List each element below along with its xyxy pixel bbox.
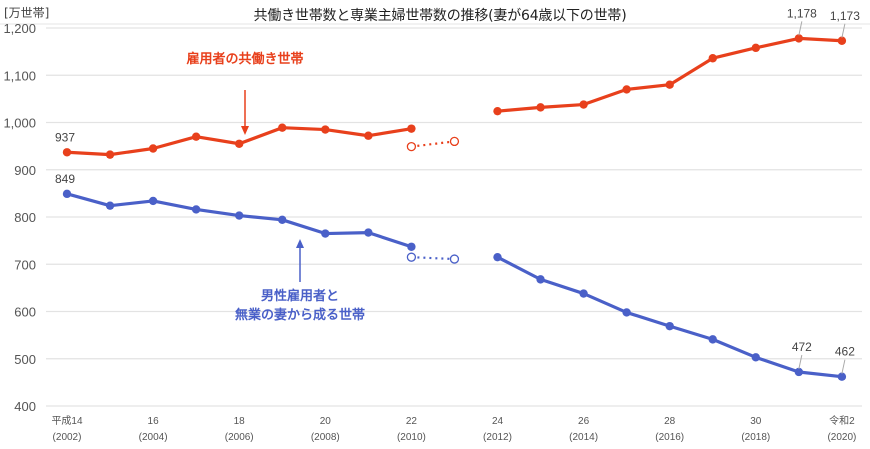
data-point (148, 144, 158, 153)
x-tick-year: (2010) (397, 432, 426, 443)
label-leader (841, 23, 846, 38)
x-tick-era: 26 (578, 416, 590, 427)
data-point (751, 43, 760, 53)
x-tick-era: 30 (750, 416, 762, 427)
data-point (191, 132, 201, 141)
data-label: 462 (835, 345, 855, 359)
series-line (66, 192, 412, 249)
x-tick-era: 16 (148, 416, 160, 427)
data-point (665, 80, 674, 89)
data-point (665, 321, 674, 331)
data-point (493, 252, 502, 262)
data-point (579, 100, 588, 109)
data-point (837, 372, 847, 381)
open-data-point (449, 136, 460, 147)
data-point (105, 201, 115, 210)
label-leader (841, 359, 846, 374)
dotted-break-line (411, 256, 455, 261)
data-point (364, 228, 373, 237)
data-point (148, 196, 158, 206)
y-tick-label: 500 (14, 352, 36, 367)
data-label: 1,178 (787, 6, 817, 20)
x-tick-year: (2006) (225, 432, 254, 443)
x-tick-year: (2012) (483, 432, 512, 443)
x-tick-era: 平成14 (51, 415, 83, 427)
data-label: 937 (55, 130, 75, 144)
gridlines (46, 27, 862, 407)
blue-annotation-arrow (296, 239, 304, 282)
y-tick-label: 900 (14, 163, 36, 178)
x-tick-year: (2018) (741, 432, 770, 443)
data-point (536, 103, 545, 112)
x-tick-year: (2008) (311, 432, 340, 443)
data-label: 1,173 (830, 9, 860, 23)
x-tick-era: 22 (406, 416, 418, 427)
y-tick-label: 700 (14, 257, 36, 272)
data-point (622, 85, 631, 94)
open-data-point (406, 252, 417, 262)
y-tick-label: 1,100 (3, 68, 36, 83)
x-tick-era: 24 (492, 416, 504, 427)
x-tick-era: 18 (234, 416, 246, 427)
y-tick-label: 1,000 (3, 116, 36, 131)
annotation-line-1: 男性雇用者と (260, 289, 339, 304)
y-tick-label: 400 (14, 399, 36, 414)
x-tick-era: 28 (664, 416, 676, 427)
data-point (278, 215, 287, 225)
data-point (708, 54, 717, 63)
x-axis-ticks: 平成14 (2002) 16 (2004) 18 (2006) 20 (2008) 22 (201… (51, 414, 856, 443)
open-data-point (406, 141, 417, 152)
data-point (278, 123, 287, 132)
data-point (622, 308, 631, 317)
x-tick-year: (2014) (569, 432, 598, 443)
x-tick-year: (2002) (53, 432, 82, 443)
y-tick-label: 1,200 (3, 21, 36, 36)
data-point (105, 150, 115, 159)
dotted-break-line (411, 140, 455, 148)
annotation-single-earner-households: 男性雇用者と 無業の妻から成る世帯 (215, 287, 385, 325)
data-point (536, 275, 545, 284)
x-tick-era: 20 (320, 416, 332, 427)
data-point (751, 353, 760, 362)
data-point (794, 367, 804, 377)
data-point (191, 205, 201, 214)
data-point (62, 148, 72, 157)
data-point (235, 139, 244, 148)
y-tick-label: 600 (14, 305, 36, 320)
data-point (407, 242, 416, 251)
x-tick-year: (2016) (655, 432, 684, 443)
y-axis-unit-label: [万世帯] (4, 6, 50, 20)
x-tick-year: (2020) (827, 432, 856, 443)
chart-title: 共働き世帯数と専業主婦世帯数の推移(妻が64歳以下の世帯) (253, 8, 627, 24)
y-tick-label: 800 (14, 210, 36, 225)
data-point (62, 189, 72, 199)
red-annotation-arrow (241, 90, 249, 135)
open-data-point (449, 254, 460, 264)
data-point (493, 106, 502, 116)
label-leader (798, 21, 803, 36)
annotation-line-2: 無業の妻から成る世帯 (234, 308, 365, 323)
series-lines (62, 34, 847, 381)
x-tick-year: (2004) (139, 432, 168, 443)
data-point (708, 335, 717, 344)
data-point (837, 36, 847, 45)
data-label: 849 (55, 172, 75, 186)
data-point (407, 124, 416, 133)
data-label: 472 (792, 340, 812, 354)
data-point (364, 131, 373, 140)
x-tick-era: 令和2 (829, 414, 855, 427)
data-point (794, 34, 804, 43)
data-point (235, 211, 244, 220)
data-point (321, 125, 330, 134)
label-leader (798, 354, 803, 370)
data-point (579, 289, 588, 298)
y-axis-ticks: 1,200 1,100 1,000 900 800 700 600 500 400 (3, 21, 36, 414)
annotation-dual-income-households: 雇用者の共働き世帯 (186, 52, 304, 67)
data-labels: 937 1,178 1,173 849 472 462 (55, 6, 860, 374)
data-point (321, 229, 330, 238)
